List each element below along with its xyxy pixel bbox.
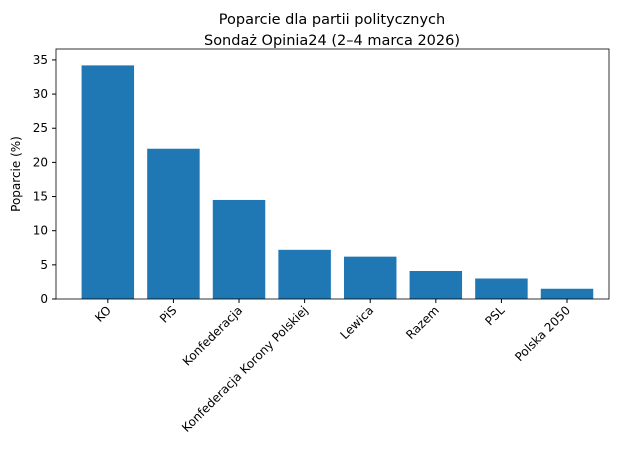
bar xyxy=(409,270,463,299)
y-tick-label: 20 xyxy=(33,155,48,169)
x-tick-label: Konfederacja Korony Polskiej xyxy=(179,303,311,435)
y-tick-label: 5 xyxy=(40,258,48,272)
bar xyxy=(212,199,266,299)
x-tick-label: KO xyxy=(92,303,114,325)
chart-subtitle: Sondaż Opinia24 (2–4 marca 2026) xyxy=(204,33,460,49)
y-tick-label: 0 xyxy=(40,292,48,306)
y-tick-label: 30 xyxy=(33,87,48,101)
bar xyxy=(540,288,594,299)
x-tick-label: Konfederacja xyxy=(180,303,245,368)
bar xyxy=(343,256,397,299)
y-tick-label: 15 xyxy=(33,190,48,204)
y-tick-label: 10 xyxy=(33,224,48,238)
x-tick-label: PSL xyxy=(482,303,507,328)
bar xyxy=(278,249,331,299)
x-tick-label: PiS xyxy=(157,303,180,326)
bar xyxy=(475,278,528,299)
y-tick-label: 35 xyxy=(33,53,48,67)
bar xyxy=(81,65,135,300)
plot-frame xyxy=(55,48,610,300)
x-tick-label: Lewica xyxy=(337,303,376,342)
bar xyxy=(147,148,200,299)
x-tick-label: Razem xyxy=(403,303,442,342)
x-tick-label: Polska 2050 xyxy=(512,303,573,364)
y-axis-label: Poparcie (%) xyxy=(9,136,23,212)
y-tick-label: 25 xyxy=(33,121,48,135)
chart-title: Poparcie dla partii politycznych xyxy=(219,12,445,28)
